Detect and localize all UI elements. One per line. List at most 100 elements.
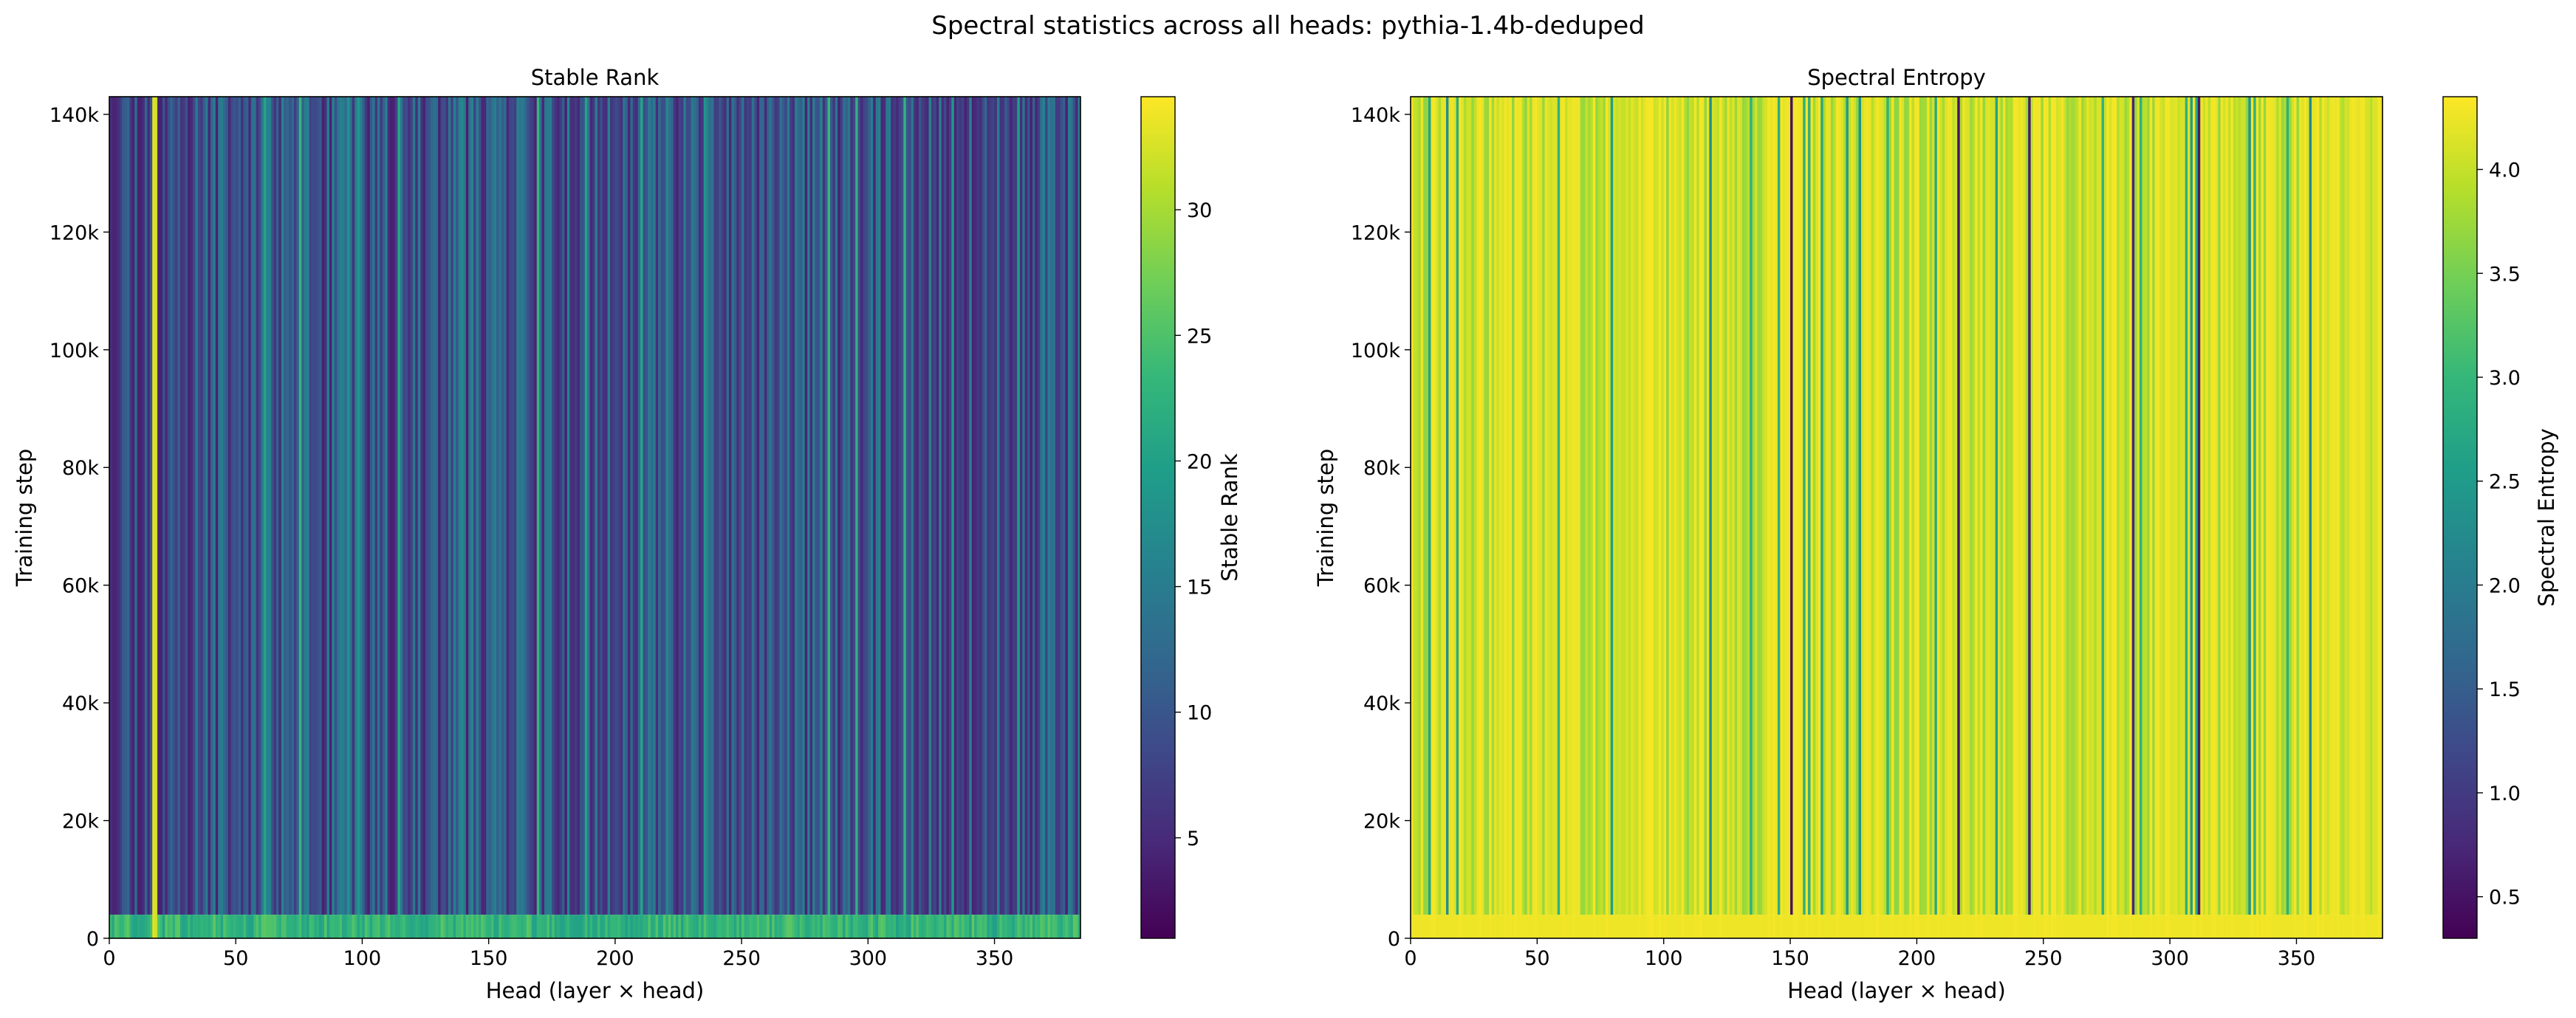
heatmap-cell xyxy=(1835,915,1839,938)
heatmap-cell xyxy=(903,97,907,915)
x-tick-label: 0 xyxy=(103,947,115,970)
heatmap-cell xyxy=(2089,915,2092,938)
heatmap-cell xyxy=(1666,915,1670,938)
heatmap-cell xyxy=(2207,915,2211,938)
heatmap-cell xyxy=(281,915,284,938)
heatmap-cell xyxy=(1024,915,1028,938)
heatmap-cell xyxy=(1934,97,1938,915)
heatmap-cell xyxy=(584,97,588,915)
heatmap-cell xyxy=(711,915,715,938)
heatmap-cell xyxy=(2099,915,2103,938)
y-tick-label: 40k xyxy=(1363,692,1400,715)
heatmap-cell xyxy=(1729,915,1733,938)
heatmap-cell xyxy=(781,97,785,915)
heatmap-cell xyxy=(1476,915,1480,938)
heatmap-cell xyxy=(1952,915,1956,938)
heatmap-cell xyxy=(941,97,945,915)
heatmap-cell xyxy=(354,915,358,938)
heatmap-cell xyxy=(1931,97,1936,915)
heatmap-cell xyxy=(1916,915,1920,938)
heatmap-cell xyxy=(1615,97,1619,915)
heatmap-cell xyxy=(1790,915,1794,938)
heatmap-cell xyxy=(1805,97,1809,915)
heatmap-cell xyxy=(607,97,611,915)
heatmap-cell xyxy=(2233,97,2236,915)
heatmap-cell xyxy=(2243,915,2247,938)
heatmap-cell xyxy=(225,915,229,938)
heatmap-cell xyxy=(1552,97,1555,915)
heatmap-cell xyxy=(987,97,990,915)
heatmap-cell xyxy=(420,915,424,938)
heatmap-cell xyxy=(2154,915,2158,938)
heatmap-cell xyxy=(516,97,520,915)
heatmap-cell xyxy=(1040,97,1044,915)
heatmap-cell xyxy=(134,97,138,915)
heatmap-cell xyxy=(1815,97,1819,915)
heatmap-cell xyxy=(982,97,985,915)
heatmap-cell xyxy=(1805,915,1809,938)
heatmap-cell xyxy=(1922,915,1925,938)
heatmap-cell xyxy=(2255,97,2259,915)
heatmap-cell xyxy=(680,97,684,915)
heatmap-cell xyxy=(589,915,593,938)
heatmap-cell xyxy=(1605,97,1609,915)
heatmap-cell xyxy=(2185,97,2188,915)
heatmap-cell xyxy=(2266,97,2270,915)
heatmap-cell xyxy=(1699,915,1702,938)
heatmap-cell xyxy=(1592,915,1596,938)
heatmap-cell xyxy=(114,915,117,938)
heatmap-cell xyxy=(729,97,733,915)
heatmap-cell xyxy=(1663,915,1667,938)
heatmap-cell xyxy=(658,97,662,915)
heatmap-cell xyxy=(799,97,803,915)
heatmap-cell xyxy=(1466,915,1470,938)
heatmap-cell xyxy=(795,915,798,938)
x-tick-label: 150 xyxy=(1771,947,1809,970)
heatmap-cell xyxy=(2230,97,2234,915)
heatmap-cell xyxy=(2334,97,2337,915)
heatmap-cell xyxy=(1975,915,1979,938)
heatmap-cell xyxy=(966,97,970,915)
heatmap-cell xyxy=(1881,915,1885,938)
heatmap-cell xyxy=(2367,915,2371,938)
heatmap-cell xyxy=(2314,97,2318,915)
heatmap-cell xyxy=(577,97,580,915)
heatmap-cell xyxy=(2033,915,2037,938)
heatmap-cell xyxy=(1980,97,1984,915)
heatmap-cell xyxy=(162,97,165,915)
heatmap-cell xyxy=(2329,915,2333,938)
heatmap-cell xyxy=(572,915,575,938)
heatmap-cell xyxy=(160,97,163,915)
heatmap-cell xyxy=(2236,915,2239,938)
heatmap-cell xyxy=(888,97,891,915)
heatmap-cell xyxy=(2248,97,2252,915)
heatmap-cell xyxy=(908,97,912,915)
heatmap-cell xyxy=(1688,915,1693,938)
colorbar-tick-label: 1.5 xyxy=(2489,678,2521,701)
heatmap-cell xyxy=(390,915,394,938)
heatmap-cell xyxy=(2342,915,2346,938)
heatmap-cell xyxy=(1959,97,1963,915)
heatmap-cell xyxy=(390,97,394,915)
heatmap-cell xyxy=(1899,97,1902,915)
heatmap-cell xyxy=(1035,915,1038,938)
heatmap-cell xyxy=(2289,915,2292,938)
heatmap-cell xyxy=(134,915,138,938)
y-tick-label: 100k xyxy=(1351,340,1401,362)
heatmap-cell xyxy=(1840,915,1844,938)
heatmap-cell xyxy=(1560,915,1563,938)
heatmap-cell xyxy=(1471,915,1475,938)
heatmap-cell xyxy=(905,915,909,938)
heatmap-cell xyxy=(1846,915,1849,938)
heatmap-cell xyxy=(2073,915,2077,938)
heatmap-cell xyxy=(263,97,267,915)
heatmap-cell xyxy=(1539,97,1543,915)
heatmap-cell xyxy=(640,915,644,938)
heatmap-cell xyxy=(170,915,174,938)
heatmap-cell xyxy=(1065,915,1069,938)
heatmap-cell xyxy=(1688,97,1693,915)
heatmap-cell xyxy=(1706,915,1710,938)
heatmap-cell xyxy=(749,97,753,915)
heatmap-cell xyxy=(2205,915,2209,938)
heatmap-cell xyxy=(286,97,290,915)
